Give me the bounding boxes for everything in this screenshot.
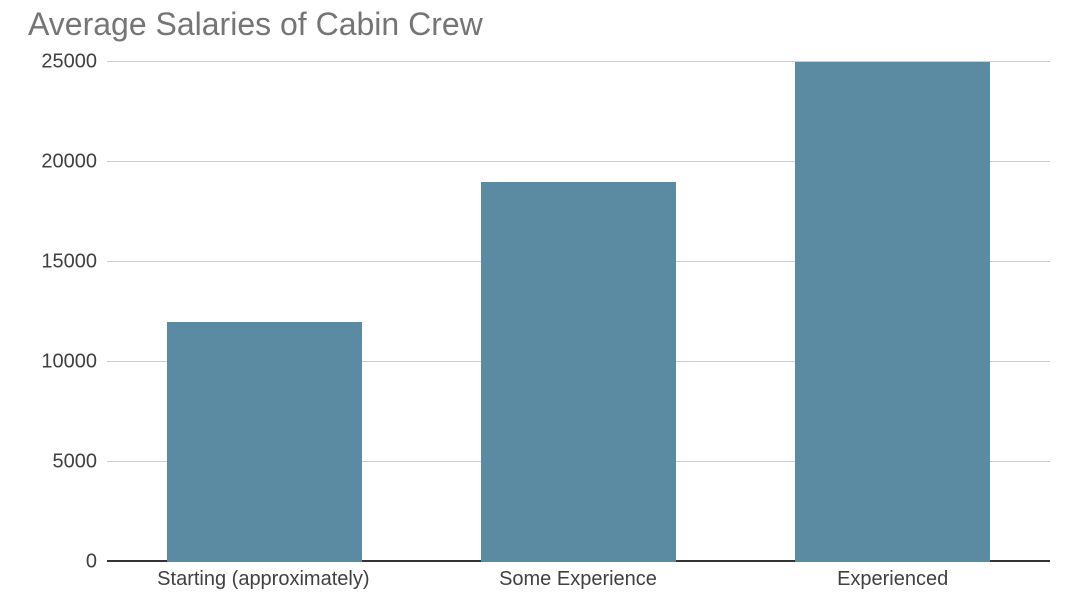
y-tick-label: 0 [86,551,97,574]
bars-container [107,62,1050,562]
plot-area: 0500010000150002000025000 [106,62,1050,562]
y-tick-label: 15000 [41,251,97,274]
x-axis-labels: Starting (approximately) Some Experience E… [106,562,1050,600]
x-tick-label: Starting (approximately) [157,568,369,591]
chart-title: Average Salaries of Cabin Crew [28,6,483,43]
bar [481,182,676,562]
y-tick-label: 20000 [41,151,97,174]
y-tick-label: 5000 [53,451,98,474]
y-tick-label: 25000 [41,51,97,74]
x-tick-label: Experienced [837,568,948,591]
x-tick-label: Some Experience [499,568,657,591]
salary-bar-chart: Average Salaries of Cabin Crew 050001000… [0,0,1066,600]
bar [167,322,362,562]
y-tick-label: 10000 [41,351,97,374]
bar [795,62,990,562]
